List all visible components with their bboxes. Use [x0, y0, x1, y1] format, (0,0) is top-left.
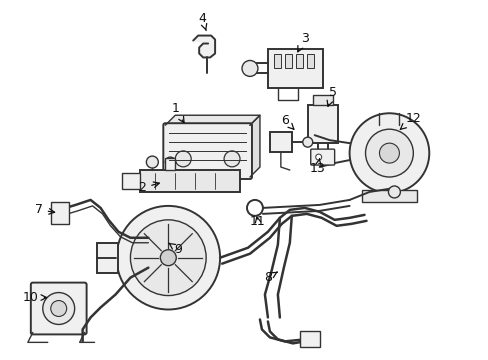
FancyBboxPatch shape: [163, 123, 251, 179]
Text: 4: 4: [198, 12, 206, 31]
Bar: [96, 243, 118, 273]
Text: 7: 7: [35, 203, 55, 216]
Text: 12: 12: [400, 112, 420, 130]
Bar: [312, 95, 332, 105]
Text: 3: 3: [297, 32, 308, 52]
Bar: [140, 170, 240, 192]
Text: 5: 5: [326, 86, 336, 106]
Circle shape: [175, 151, 191, 167]
Circle shape: [315, 154, 321, 160]
Circle shape: [165, 157, 175, 167]
Bar: [51, 202, 68, 224]
Text: 13: 13: [309, 159, 325, 175]
Circle shape: [116, 206, 220, 310]
Circle shape: [160, 250, 176, 266]
Text: 1: 1: [171, 102, 183, 123]
Bar: [165, 158, 175, 170]
Bar: [306, 54, 313, 68]
Circle shape: [146, 156, 158, 168]
Text: 8: 8: [264, 271, 277, 284]
Bar: [267, 49, 322, 88]
FancyBboxPatch shape: [31, 283, 86, 334]
Circle shape: [242, 60, 258, 76]
Circle shape: [365, 129, 412, 177]
Bar: [122, 173, 140, 189]
Polygon shape: [165, 115, 260, 125]
Circle shape: [379, 143, 399, 163]
Circle shape: [224, 151, 240, 167]
Text: 6: 6: [280, 114, 293, 129]
Circle shape: [51, 301, 66, 316]
Bar: [269, 132, 291, 152]
Circle shape: [246, 200, 263, 216]
Polygon shape: [249, 115, 260, 177]
Bar: [299, 332, 319, 347]
Text: 11: 11: [249, 215, 265, 228]
Circle shape: [130, 220, 206, 296]
Bar: [285, 54, 291, 68]
Bar: [273, 54, 280, 68]
Bar: [295, 54, 302, 68]
Text: 10: 10: [23, 291, 46, 304]
Circle shape: [302, 137, 312, 147]
Text: 2: 2: [138, 181, 159, 194]
Circle shape: [387, 186, 400, 198]
Text: 9: 9: [169, 243, 182, 256]
Circle shape: [42, 293, 75, 324]
Circle shape: [349, 113, 428, 193]
Bar: [361, 190, 416, 202]
Polygon shape: [193, 36, 215, 58]
Bar: [307, 105, 337, 143]
FancyBboxPatch shape: [310, 149, 334, 165]
